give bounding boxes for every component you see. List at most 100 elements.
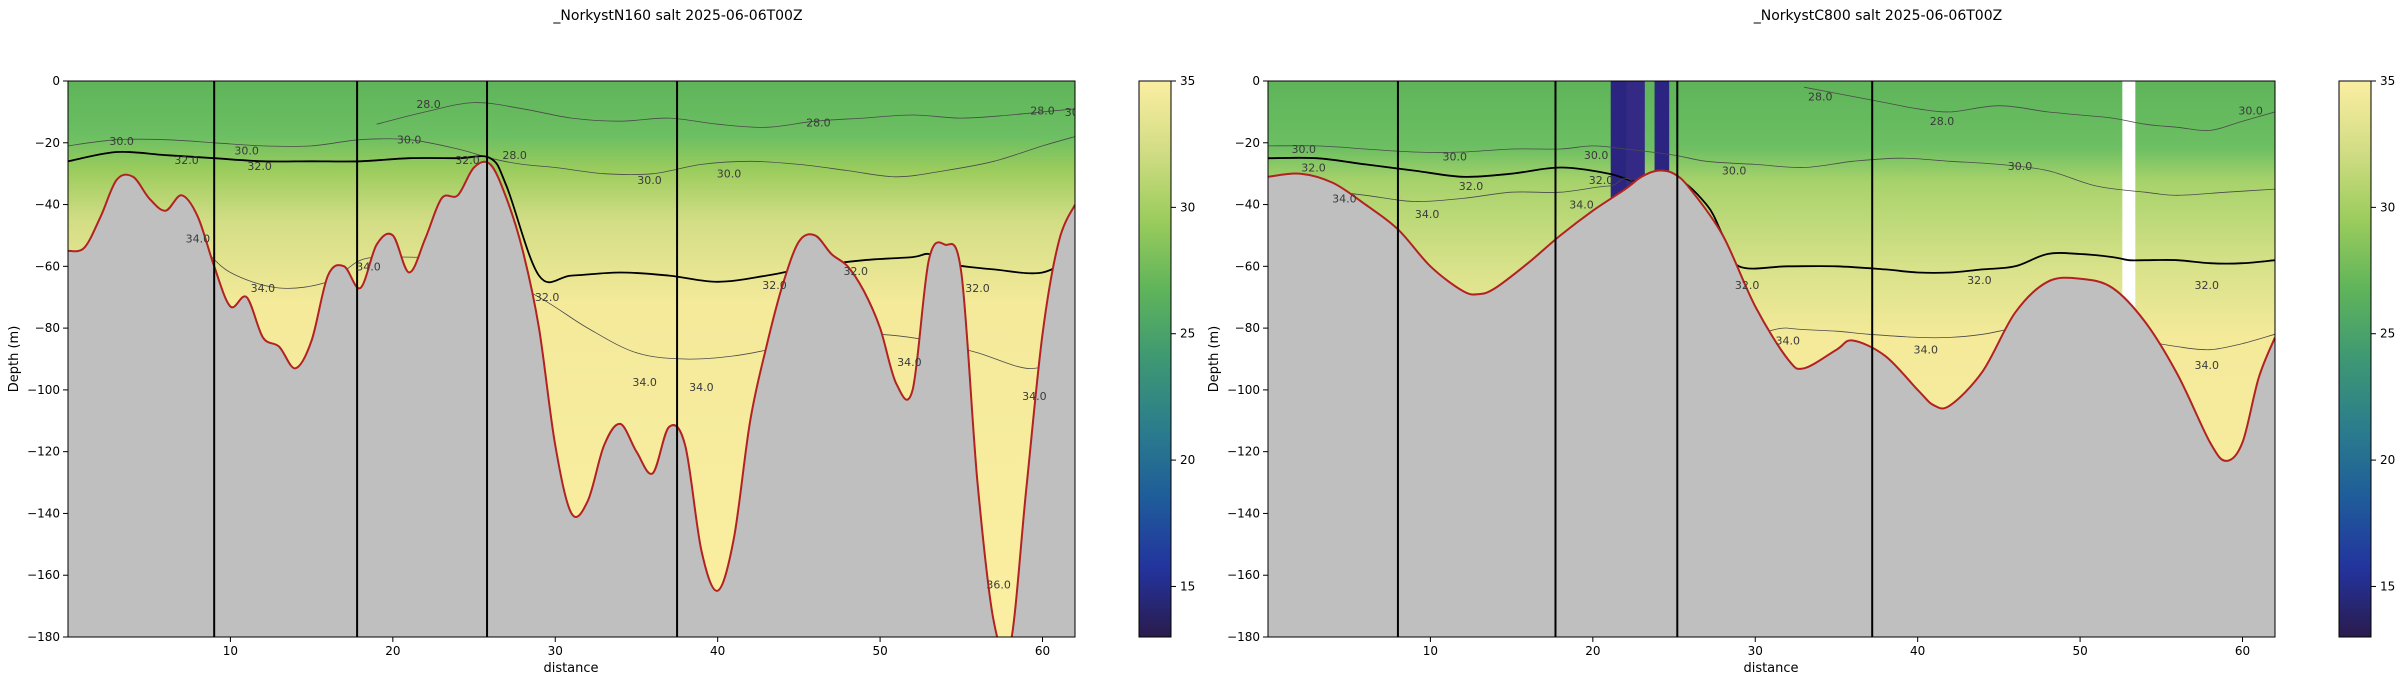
contour-label: 34.0 bbox=[632, 376, 657, 389]
colorbar-tick-label: 15 bbox=[2380, 579, 2395, 593]
colorbar-tick-label: 35 bbox=[2380, 74, 2395, 88]
y-tick-label: −60 bbox=[35, 259, 60, 273]
x-axis-label: distance bbox=[543, 661, 598, 676]
colorbar-tick-label: 30 bbox=[1180, 200, 1195, 214]
x-tick-label: 10 bbox=[223, 644, 238, 658]
contour-label: 30.0 bbox=[1291, 143, 1316, 156]
contour-label: 30.0 bbox=[2008, 160, 2033, 173]
contour-label: 30.0 bbox=[637, 174, 662, 187]
contour-label: 28.0 bbox=[1930, 115, 1955, 128]
contour-label: 28.0 bbox=[1030, 104, 1055, 117]
x-tick-label: 20 bbox=[385, 644, 400, 658]
contour-label: 32.0 bbox=[1735, 279, 1760, 292]
x-tick-label: 30 bbox=[1748, 644, 1763, 658]
y-tick-label: −160 bbox=[27, 568, 60, 582]
contour-label: 30 bbox=[1065, 106, 1079, 119]
contour-label: 32.0 bbox=[1967, 274, 1992, 287]
contour-label: 28.0 bbox=[502, 149, 527, 162]
contour-label: 32.0 bbox=[174, 154, 199, 167]
y-tick-label: −20 bbox=[35, 136, 60, 150]
y-tick-label: −140 bbox=[27, 506, 60, 520]
contour-32 bbox=[68, 150, 1075, 284]
contour-label: 32.0 bbox=[843, 265, 868, 278]
colorbar-tick-label: 25 bbox=[2380, 327, 2395, 341]
x-tick-label: 10 bbox=[1423, 644, 1438, 658]
contour-label: 32.0 bbox=[247, 160, 272, 173]
y-tick-label: −120 bbox=[1227, 445, 1260, 459]
chart-title: _NorkystN160 salt 2025-06-06T00Z bbox=[552, 8, 802, 24]
contour-label: 34.0 bbox=[1775, 334, 1800, 347]
contour-label: 36.0 bbox=[986, 578, 1011, 591]
x-axis-label: distance bbox=[1743, 661, 1798, 676]
plot-frame bbox=[1267, 80, 2276, 638]
contour-label: 32.0 bbox=[1301, 161, 1326, 174]
bottom-line bbox=[68, 160, 1075, 637]
colorbar: 15 20 25 30 35 bbox=[1138, 74, 1195, 638]
plot-frame bbox=[67, 80, 1076, 638]
colorbar: 15 20 25 30 35 bbox=[2338, 74, 2395, 638]
colorbar-tick-label: 35 bbox=[1180, 74, 1195, 88]
contour-label: 32.0 bbox=[535, 291, 560, 304]
seabed bbox=[68, 161, 1075, 637]
contour-label: 34.0 bbox=[1022, 390, 1047, 403]
x-tick-label: 60 bbox=[2235, 644, 2250, 658]
contour-label: 34.0 bbox=[186, 233, 211, 246]
contour-label: 34.0 bbox=[1332, 192, 1357, 205]
y-tick-label: 0 bbox=[52, 74, 60, 88]
y-tick-label: 0 bbox=[1252, 74, 1260, 88]
contour-label: 32.0 bbox=[1589, 174, 1614, 187]
contour-label: 32.0 bbox=[2195, 279, 2220, 292]
contour-label: 34.0 bbox=[1415, 208, 1440, 221]
x-tick-label: 40 bbox=[1910, 644, 1925, 658]
colorbar-tick-label: 20 bbox=[2380, 453, 2395, 467]
y-tick-label: −20 bbox=[1235, 136, 1260, 150]
y-tick-label: −80 bbox=[1235, 321, 1260, 335]
contour-30 bbox=[68, 136, 1075, 178]
contour-label: 28.0 bbox=[1808, 90, 1833, 103]
contour-label: 32.0 bbox=[762, 279, 787, 292]
contour-label: 30.0 bbox=[109, 135, 134, 148]
seabed bbox=[1268, 170, 2275, 637]
y-tick-label: −180 bbox=[27, 630, 60, 644]
x-tick-label: 30 bbox=[548, 644, 563, 658]
chart-title: _NorkystC800 salt 2025-06-06T00Z bbox=[1753, 8, 2002, 24]
contour-label: 30.0 bbox=[1722, 165, 1747, 178]
y-tick-label: −60 bbox=[1235, 259, 1260, 273]
y-tick-label: −180 bbox=[1227, 630, 1260, 644]
y-tick-label: −120 bbox=[27, 445, 60, 459]
x-tick-label: 50 bbox=[2072, 644, 2087, 658]
contour-label: 34.0 bbox=[2195, 359, 2220, 372]
contour-label: 34.0 bbox=[356, 260, 381, 273]
y-tick-label: −40 bbox=[1235, 198, 1260, 212]
contour-label: 32.0 bbox=[455, 154, 480, 167]
contour-32 bbox=[1268, 156, 2275, 274]
colorbar-gradient bbox=[2338, 80, 2372, 638]
y-axis-label: Depth (m) bbox=[1207, 326, 1222, 393]
y-tick-label: −140 bbox=[1227, 506, 1260, 520]
contour-label: 34.0 bbox=[897, 356, 922, 369]
contour-label: 28.0 bbox=[806, 117, 831, 130]
colorbar-tick-label: 20 bbox=[1180, 453, 1195, 467]
y-tick-label: −160 bbox=[1227, 568, 1260, 582]
contour-label: 34.0 bbox=[1569, 199, 1594, 212]
y-axis-label: Depth (m) bbox=[7, 326, 22, 393]
x-tick-label: 60 bbox=[1035, 644, 1050, 658]
colorbar-gradient bbox=[1138, 80, 1172, 638]
x-tick-label: 20 bbox=[1585, 644, 1600, 658]
y-tick-label: −40 bbox=[35, 198, 60, 212]
contour-28 bbox=[1803, 86, 2275, 132]
contour-28 bbox=[376, 102, 1075, 128]
contour-label: 30.0 bbox=[397, 134, 422, 147]
contour-label: 34.0 bbox=[689, 381, 714, 394]
contour-34 bbox=[149, 216, 1059, 369]
y-tick-label: −80 bbox=[35, 321, 60, 335]
colorbar-tick-label: 15 bbox=[1180, 579, 1195, 593]
contour-label: 30.0 bbox=[717, 168, 742, 181]
contour-label: 30.0 bbox=[2238, 104, 2263, 117]
y-tick-label: −100 bbox=[1227, 383, 1260, 397]
contour-label: 34.0 bbox=[1914, 344, 1939, 357]
y-tick-label: −100 bbox=[27, 383, 60, 397]
x-tick-label: 40 bbox=[710, 644, 725, 658]
x-tick-label: 50 bbox=[872, 644, 887, 658]
